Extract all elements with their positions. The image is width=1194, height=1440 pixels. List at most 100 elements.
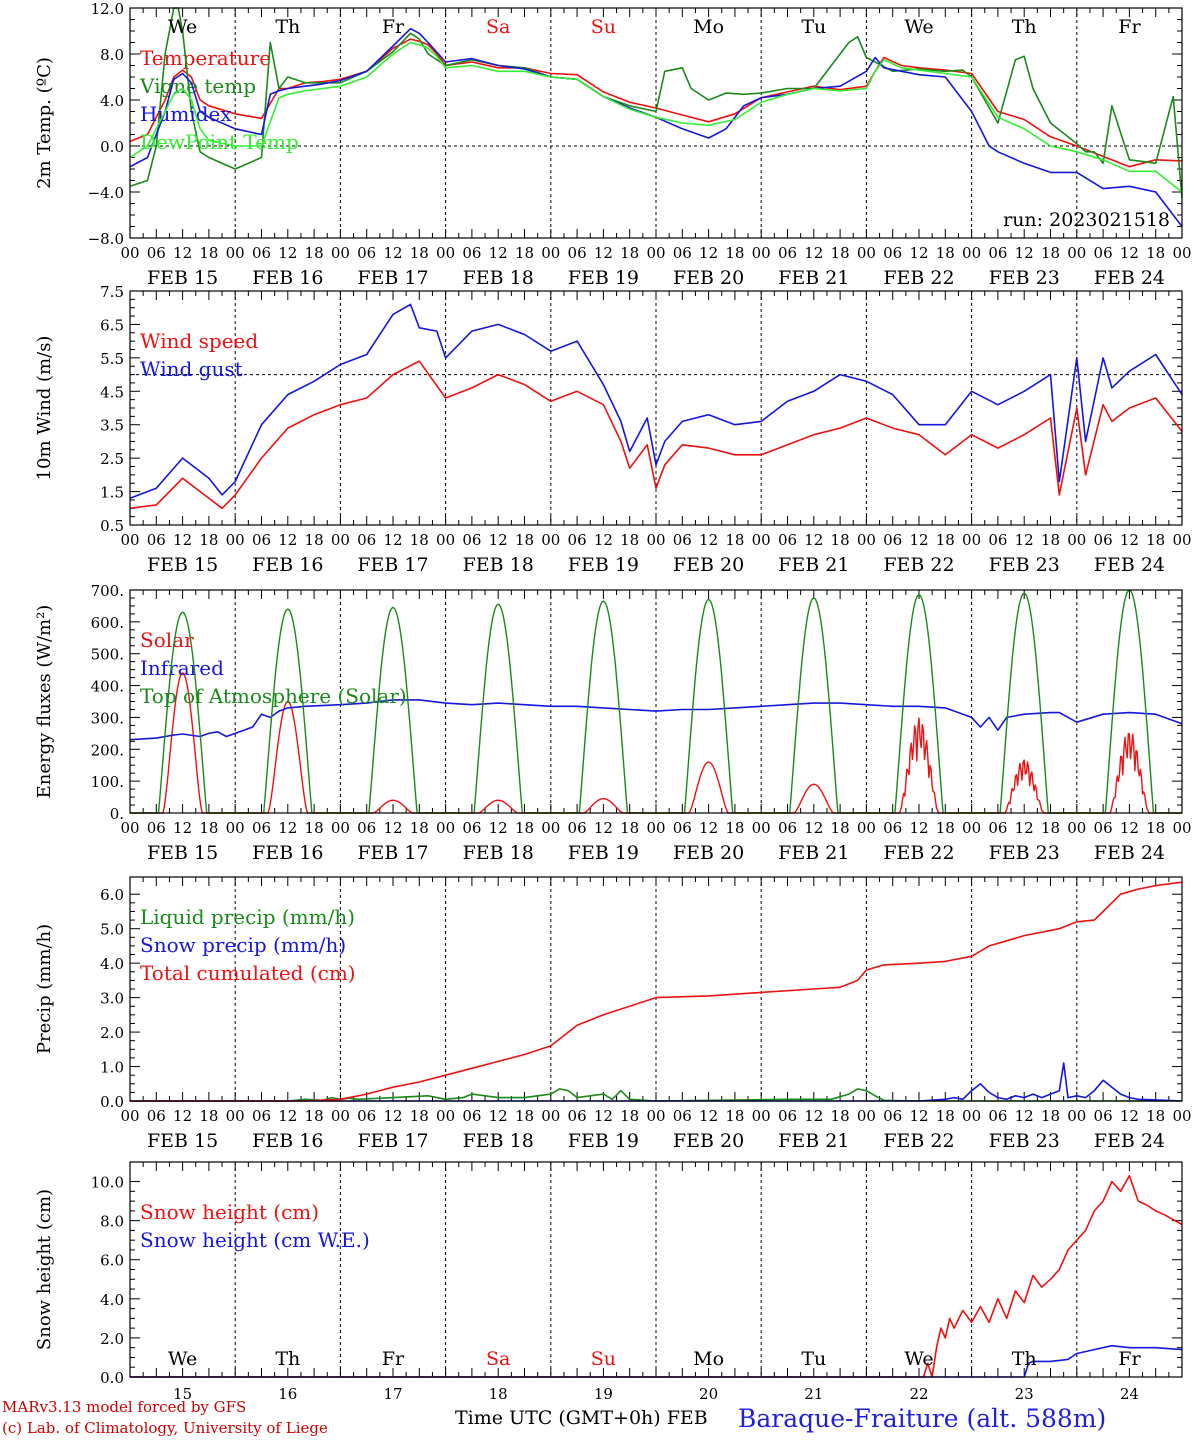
date-label: FEB 19 [568,842,639,864]
day-of-week-label: Su [591,16,616,38]
date-label: FEB 18 [463,842,534,864]
x-hour-label: 12 [173,531,192,549]
date-label: FEB 20 [673,554,744,576]
x-hour-label: 06 [147,531,166,549]
x-hour-label: 06 [147,1107,166,1125]
x-hour-label: 12 [173,819,192,837]
x-hour-label: 00 [541,531,560,549]
date-label: FEB 23 [989,267,1060,289]
x-hour-label: 06 [357,531,376,549]
y-tick-label: 4.0 [100,955,124,973]
date-label: FEB 21 [778,554,849,576]
y-tick-label: 12.0 [91,0,124,18]
x-hour-label: 12 [804,1107,823,1125]
x-hour-label: 18 [620,244,639,262]
day-of-week-label: Fr [382,1348,405,1370]
x-hour-label: 00 [541,1107,560,1125]
credit-line-1: MARv3.13 model forced by GFS [2,1398,246,1416]
y-tick-label: 6.0 [100,886,124,904]
x-hour-label: 12 [489,531,508,549]
date-label: FEB 15 [147,554,218,576]
x-hour-label: 00 [331,1107,350,1125]
date-number-label: 22 [909,1385,928,1403]
x-hour-label: 12 [383,531,402,549]
x-hour-label: 00 [436,531,455,549]
x-hour-label: 00 [120,244,139,262]
x-hour-label: 06 [568,1107,587,1125]
series-line-blue [130,1344,1183,1378]
x-hour-label: 12 [804,531,823,549]
date-label: FEB 15 [147,1130,218,1152]
series-line-lightgreen [129,41,1183,193]
y-tick-label: 10.0 [91,1174,124,1192]
y-tick-label: 4.0 [100,92,124,110]
date-number-label: 18 [489,1385,508,1403]
day-of-week-label: Th [275,16,300,38]
x-hour-label: 00 [226,244,245,262]
x-hour-label: 06 [673,244,692,262]
y-tick-label: 3.0 [100,990,124,1008]
x-hour-label: 12 [1120,531,1139,549]
x-hour-label: 12 [278,1107,297,1125]
x-hour-label: 12 [383,1107,402,1125]
x-hour-label: 18 [410,531,429,549]
y-tick-label: 400. [91,678,124,696]
x-hour-label: 12 [278,819,297,837]
x-hour-label: 00 [331,244,350,262]
x-hour-label: 00 [436,819,455,837]
y-tick-label: 600. [91,614,124,632]
x-hour-label: 12 [699,244,718,262]
x-hour-label: 06 [357,1107,376,1125]
plot-frame [129,876,1183,1102]
x-hour-label: 06 [988,531,1007,549]
panel-5: 0.0 2.0 4.0 6.0 8.0 10.0 Snow height (cm) Snow … [34,1161,1183,1403]
x-hour-label: 12 [594,244,613,262]
panel-3: 0. 100. 200. 300. 400. 500. 600. 700. Energy flu… [34,582,1192,864]
day-of-week-label: Sa [486,16,510,38]
date-label: FEB 17 [357,842,428,864]
x-hour-label: 00 [1067,819,1086,837]
day-of-week-label: Fr [1118,1348,1141,1370]
x-hour-label: 12 [699,819,718,837]
y-tick-label: 5.0 [100,921,124,939]
run-label: run: 2023021518 [1003,209,1170,231]
day-of-week-label: Th [1012,1348,1037,1370]
x-hour-label: 18 [831,531,850,549]
x-hour-label: 06 [568,531,587,549]
x-hour-label: 12 [804,244,823,262]
x-hour-label: 00 [857,1107,876,1125]
x-hour-label: 00 [1172,531,1191,549]
series-line-red [129,38,1183,168]
x-hour-label: 06 [462,244,481,262]
footer: MARv3.13 model forced by GFS (c) Lab. of… [2,1398,1106,1437]
day-of-week-label: We [168,16,197,38]
date-number-label: 19 [594,1385,613,1403]
station-label: Baraque-Fraiture (alt. 588m) [738,1404,1106,1433]
y-tick-label: 6.0 [100,1252,124,1270]
date-label: FEB 24 [1094,1130,1165,1152]
x-hour-label: 18 [1041,819,1060,837]
x-hour-label: 06 [883,531,902,549]
day-of-week-label: Th [1012,16,1037,38]
legend-entry: Humidex [140,102,232,126]
credit-line-2: (c) Lab. of Climatology, University of L… [2,1419,328,1437]
legend-entry: Wind speed [140,329,258,353]
y-tick-label: 500. [91,646,124,664]
day-of-week-label: Th [275,1348,300,1370]
date-label: FEB 15 [147,842,218,864]
x-hour-label: 00 [1172,1107,1191,1125]
x-hour-label: 06 [883,819,902,837]
x-hour-label: 06 [357,244,376,262]
date-label: FEB 24 [1094,842,1165,864]
day-of-week-label: Mo [693,1348,724,1370]
y-axis-label: 10m Wind (m/s) [34,336,55,481]
x-hour-label: 00 [646,819,665,837]
x-hour-label: 00 [646,1107,665,1125]
date-number-label: 21 [804,1385,823,1403]
date-label: FEB 17 [357,267,428,289]
y-tick-label: 0.0 [100,1093,124,1111]
x-hour-label: 18 [515,244,534,262]
x-hour-label: 00 [226,531,245,549]
x-hour-label: 12 [594,819,613,837]
x-hour-label: 06 [252,531,271,549]
